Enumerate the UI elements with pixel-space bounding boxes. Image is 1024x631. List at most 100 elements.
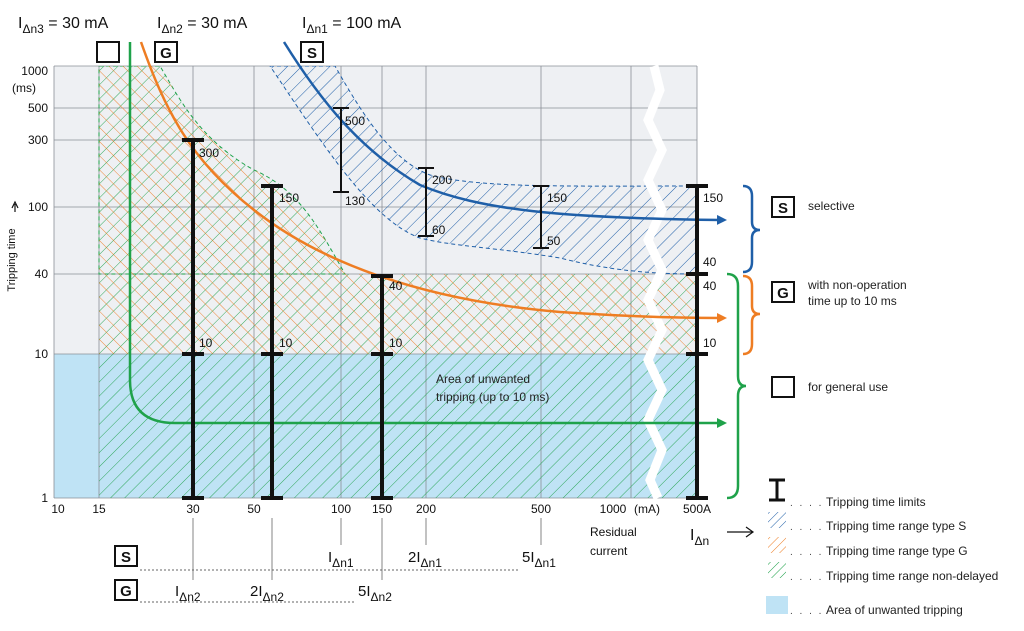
x-tick-30: 30 — [186, 502, 200, 516]
header-idn3: IΔn3 = 30 mA — [18, 15, 109, 36]
type-g-label-2: time up to 10 ms — [808, 294, 897, 308]
s-multiples: IΔn1 2IΔn1 5IΔn1 — [328, 549, 556, 570]
legend-non-delayed-label: Tripping time range non-delayed — [826, 569, 998, 583]
y-axis-ticks: 1000 (ms) 500 300 100 40 10 1 — [12, 64, 48, 505]
right-bar-label-b: 40 — [703, 255, 717, 269]
y-tick-300: 300 — [28, 133, 48, 147]
bar2-bottom-label: 10 — [279, 336, 293, 350]
s-mark-1: IΔn1 — [328, 549, 354, 570]
x-tick-500: 500 — [531, 502, 551, 516]
x-tick-1000: 1000 — [600, 502, 627, 516]
general-use-box-right — [771, 376, 795, 398]
y-tick-1: 1 — [41, 491, 48, 505]
g-mark-2: 2IΔn2 — [250, 583, 284, 604]
type-g-range — [99, 66, 697, 354]
general-use-label: for general use — [808, 380, 888, 394]
general-use-box-top — [96, 41, 120, 63]
legend-type-g-label: Tripping time range type G — [826, 544, 968, 558]
s-bar1-top-label: 500 — [345, 114, 365, 128]
right-bar-label-c: 40 — [703, 279, 717, 293]
selective-brace — [742, 184, 761, 274]
bar2-top-label: 150 — [279, 191, 299, 205]
legend-dots-2: . . . . — [790, 522, 823, 533]
legend-dots-5: . . . . — [790, 606, 823, 617]
type-s-box-bottom — [114, 545, 138, 567]
bottom-dotted-lines — [140, 569, 520, 603]
y-tick-100: 100 — [28, 200, 48, 214]
legend-unwanted-label: Area of unwanted tripping — [826, 603, 963, 617]
legend-type-s-label: Tripping time range type S — [826, 519, 966, 533]
x-tick-100: 100 — [331, 502, 351, 516]
x-tick-10: 10 — [51, 502, 65, 516]
axis-break — [643, 64, 667, 500]
unwanted-area-label-2: tripping (up to 10 ms) — [436, 390, 549, 404]
x-tick-500a: 500A — [683, 502, 711, 516]
legend-dots-1: . . . . — [790, 498, 823, 509]
x-tick-150: 150 — [372, 502, 392, 516]
legend-unwanted-swatch — [766, 596, 788, 614]
x-tick-50: 50 — [247, 502, 261, 516]
type-g-brace — [742, 274, 761, 356]
right-bar-label-a: 150 — [703, 191, 723, 205]
bar3-top-label: 40 — [389, 279, 403, 293]
type-s-label: selective — [808, 199, 855, 213]
bar3-bottom-label: 10 — [389, 336, 403, 350]
legend-type-s-swatch — [768, 512, 786, 528]
legend-type-g-swatch — [768, 537, 786, 553]
s-mark-2: 2IΔn1 — [408, 549, 442, 570]
legend-dots-3: . . . . — [790, 547, 823, 558]
y-tick-40: 40 — [35, 267, 49, 281]
g-multiples: IΔn2 2IΔn2 5IΔn2 — [175, 583, 392, 604]
y-unit-ms: (ms) — [12, 81, 36, 95]
type-s-box-right — [771, 196, 795, 218]
bottom-tick-drops — [192, 518, 542, 580]
non-delayed-brace — [726, 272, 747, 500]
legend: . . . . Tripping time limits . . . . Tri… — [766, 478, 998, 617]
x-tick-15: 15 — [92, 502, 106, 516]
type-s-box-top — [300, 41, 324, 63]
s-bar3-top-label: 150 — [547, 191, 567, 205]
header-idn1: IΔn1 = 100 mA — [302, 15, 402, 36]
s-bar3-bottom-label: 50 — [547, 234, 561, 248]
g-mark-1: IΔn2 — [175, 583, 201, 604]
type-g-box-bottom-letter: G — [120, 583, 132, 600]
type-s-range — [269, 66, 697, 275]
x-axis-ticks: 10 15 30 50 100 150 200 500 1000 (mA) 50… — [51, 502, 711, 516]
legend-non-delayed-swatch — [768, 562, 786, 578]
s-bar2-top-label: 200 — [432, 173, 452, 187]
right-bar-label-d: 10 — [703, 336, 717, 350]
type-g-box-top — [154, 41, 178, 63]
legend-limits-label: Tripping time limits — [826, 495, 926, 509]
x-tick-unit: (mA) — [634, 502, 660, 516]
type-g-box-right — [771, 281, 795, 303]
type-g-box-bottom — [114, 579, 138, 601]
s-mark-3: 5IΔn1 — [522, 549, 556, 570]
type-s-box-bottom-letter: S — [121, 549, 131, 566]
type-g-box-top-letter: G — [160, 45, 172, 62]
header-idn2: IΔn2 = 30 mA — [157, 15, 248, 36]
y-tick-1000: 1000 — [21, 64, 48, 78]
x-axis-idn-label: IΔn — [690, 527, 709, 548]
type-g-label-1: with non-operation — [807, 278, 907, 292]
selective-limit-bars — [333, 107, 549, 249]
type-g-box-right-letter: G — [777, 285, 789, 302]
y-axis-arrow-icon — [11, 200, 19, 212]
x-axis-arrow-icon — [727, 526, 755, 538]
type-g-curve — [139, 41, 727, 323]
x-tick-200: 200 — [416, 502, 436, 516]
bar1-bottom-label: 10 — [199, 336, 213, 350]
unwanted-area-label-1: Area of unwanted — [436, 372, 530, 386]
legend-dots-4: . . . . — [790, 572, 823, 583]
x-axis-residual: Residual — [590, 525, 637, 539]
x-axis-current: current — [590, 544, 628, 558]
type-s-box-top-letter: S — [307, 45, 317, 62]
y-tick-10: 10 — [35, 347, 49, 361]
legend-limits-icon — [769, 478, 785, 502]
limit-bars — [182, 138, 708, 500]
s-bar2-bottom-label: 60 — [432, 223, 446, 237]
g-mark-3: 5IΔn2 — [358, 583, 392, 604]
bar1-top-label: 300 — [199, 146, 219, 160]
y-axis-title: Tripping time — [6, 228, 18, 291]
